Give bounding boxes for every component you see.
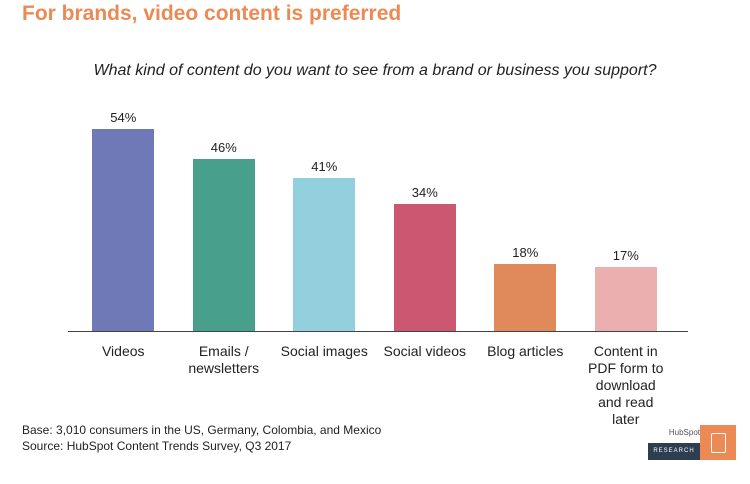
bar xyxy=(393,203,456,331)
baseline xyxy=(68,331,688,332)
value-label: 54% xyxy=(110,110,137,126)
value-label: 46% xyxy=(210,139,237,155)
x-tick-label: Content in PDF form to download and read… xyxy=(588,343,664,427)
value-label: 34% xyxy=(411,184,438,200)
value-label: 41% xyxy=(311,158,338,174)
value-label: 18% xyxy=(512,244,539,260)
logo-icon xyxy=(700,425,736,460)
x-tick-label: Social images xyxy=(280,343,368,359)
x-tick-label: Social videos xyxy=(383,343,467,359)
chart-subtitle: What kind of content do you want to see … xyxy=(93,62,657,79)
bar xyxy=(92,129,155,331)
bar xyxy=(494,263,557,331)
chart-title: For brands, video content is preferred xyxy=(22,2,402,25)
bar xyxy=(192,158,255,331)
logo-brand: HubSpot xyxy=(668,428,700,437)
logo-label: RESEARCH xyxy=(648,443,700,460)
logo-glyph xyxy=(711,433,726,453)
x-tick-label: Emails / newsletters xyxy=(188,343,260,376)
bar xyxy=(293,177,356,331)
x-tick-label: Videos xyxy=(101,343,145,359)
footnote: Base: 3,010 consumers in the US, Germany… xyxy=(22,423,382,437)
bar xyxy=(594,267,657,331)
value-label: 17% xyxy=(612,248,639,264)
x-tick-label: Blog articles xyxy=(487,343,564,359)
footnote: Source: HubSpot Content Trends Survey, Q… xyxy=(22,439,292,453)
